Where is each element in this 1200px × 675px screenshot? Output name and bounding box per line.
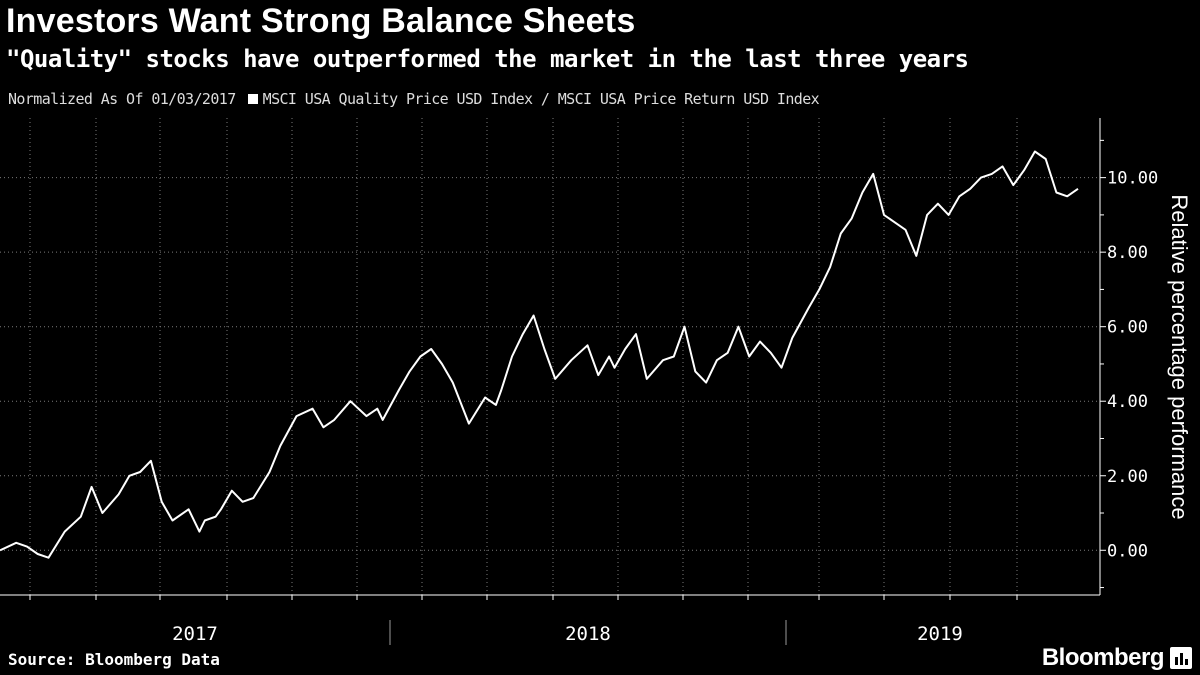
x-tick-label: 2019 (917, 623, 963, 645)
x-axis-ticks: 2017 2018 2019 (29, 595, 1018, 645)
x-tick-label: 2017 (172, 623, 218, 645)
legend: Normalized As Of 01/03/2017 MSCI USA Qua… (8, 90, 820, 108)
y-tick-label: 6.00 (1107, 318, 1148, 338)
y-tick-label: 2.00 (1107, 467, 1148, 487)
legend-series-name: MSCI USA Quality Price USD Index / MSCI … (262, 90, 820, 108)
y-axis-label: Relative percentage performance (1167, 194, 1192, 519)
x-tick-label: 2018 (565, 623, 611, 645)
y-tick-label: 8.00 (1107, 243, 1148, 263)
bloomberg-logo-icon (1170, 647, 1192, 669)
y-axis-ticks: 0.00 2.00 4.00 6.00 8.00 10.00 (1100, 139, 1158, 589)
y-tick-label: 10.00 (1107, 169, 1158, 189)
chart-subtitle: "Quality" stocks have outperformed the m… (6, 45, 969, 73)
axes (0, 118, 1101, 596)
brand: Bloomberg (1042, 644, 1192, 672)
normalization-note: Normalized As Of 01/03/2017 (8, 90, 236, 108)
gridlines (0, 118, 1100, 595)
y-tick-label: 4.00 (1107, 392, 1148, 412)
chart-title: Investors Want Strong Balance Sheets (6, 2, 636, 40)
legend-swatch (247, 94, 258, 104)
source-note: Source: Bloomberg Data (8, 650, 220, 669)
y-tick-label: 0.00 (1107, 541, 1148, 561)
series-line-quality-vs-market (0, 150, 1079, 559)
brand-name: Bloomberg (1041, 644, 1165, 671)
